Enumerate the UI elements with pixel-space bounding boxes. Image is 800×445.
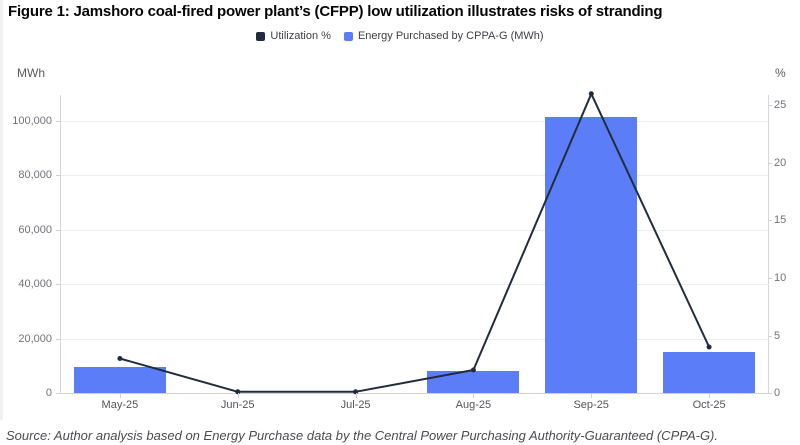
left-axis-tick bbox=[56, 338, 60, 340]
left-axis-tick-label: 20,000 bbox=[18, 332, 52, 345]
legend-item: Energy Purchased by CPPA-G (MWh) bbox=[343, 30, 544, 42]
bar-may-25 bbox=[73, 367, 166, 393]
x-axis-label-aug-25: Aug-25 bbox=[455, 399, 492, 411]
legend-item-label: Utilization % bbox=[270, 30, 331, 42]
legend-swatch-icon bbox=[256, 31, 266, 41]
x-axis-label-sep-25: Sep-25 bbox=[573, 399, 609, 411]
legend-swatch-icon bbox=[343, 31, 353, 41]
left-axis-tick-label: 100,000 bbox=[12, 114, 52, 127]
right-axis-tick bbox=[768, 105, 772, 107]
right-axis-unit-label: % bbox=[775, 66, 786, 80]
line-point-marker bbox=[117, 356, 123, 361]
chart-legend: Utilization % Energy Purchased by CPPA-G … bbox=[0, 30, 800, 42]
left-axis-tick bbox=[56, 284, 60, 286]
x-axis-tick bbox=[473, 393, 475, 398]
right-axis-tick-label: 20 bbox=[774, 156, 787, 169]
plot-area bbox=[60, 91, 769, 395]
bar-aug-25 bbox=[427, 371, 520, 393]
right-axis-tick-label: 5 bbox=[774, 329, 781, 342]
gridline bbox=[61, 175, 768, 177]
line-point-marker bbox=[353, 389, 359, 395]
left-axis-tick bbox=[56, 229, 60, 231]
left-axis-tick-label: 80,000 bbox=[18, 169, 52, 182]
right-axis-tick bbox=[768, 393, 772, 394]
x-axis-tick bbox=[119, 393, 121, 398]
x-axis-tick bbox=[237, 393, 239, 398]
gridline bbox=[61, 229, 768, 231]
x-axis-tick bbox=[591, 393, 593, 398]
x-axis-label-jun-25: Jun-25 bbox=[220, 399, 255, 411]
line-point-marker bbox=[235, 389, 241, 395]
right-axis-tick bbox=[768, 277, 772, 279]
left-axis-tick bbox=[56, 120, 60, 122]
line-point-marker bbox=[706, 344, 712, 350]
right-axis-tick-label: 15 bbox=[774, 214, 787, 227]
right-axis-tick bbox=[768, 335, 772, 337]
gridline bbox=[61, 284, 768, 286]
figure-title: Figure 1: Jamshoro coal-fired power plan… bbox=[8, 3, 663, 20]
line-point-marker bbox=[470, 367, 476, 373]
left-axis-tick-label: 0 bbox=[45, 387, 52, 399]
left-axis-tick bbox=[56, 175, 60, 177]
line-point-marker bbox=[588, 91, 594, 97]
left-axis-tick-label: 60,000 bbox=[18, 223, 52, 236]
page-left-edge bbox=[0, 0, 3, 420]
right-axis-tick-label: 0 bbox=[774, 387, 781, 399]
left-axis-unit-label: MWh bbox=[17, 66, 45, 80]
gridline bbox=[61, 120, 768, 122]
x-axis-label-jul-25: Jul-25 bbox=[340, 399, 371, 411]
x-axis-tick bbox=[355, 393, 357, 398]
left-axis-tick-label: 40,000 bbox=[18, 278, 52, 291]
right-axis-tick-label: 10 bbox=[774, 271, 787, 284]
legend-item: Utilization % bbox=[256, 30, 331, 42]
utilization-line-chart bbox=[117, 91, 712, 395]
bar-sep-25 bbox=[545, 116, 638, 393]
right-axis-tick bbox=[768, 162, 772, 164]
source-note: Source: Author analysis based on Energy … bbox=[6, 428, 718, 443]
utilization-line bbox=[119, 92, 711, 393]
right-axis-tick bbox=[768, 220, 772, 222]
bar-oct-25 bbox=[663, 352, 756, 393]
x-axis-label-oct-25: Oct-25 bbox=[692, 399, 726, 411]
gridline bbox=[61, 338, 768, 340]
x-axis-tick bbox=[709, 393, 711, 398]
x-axis-label-may-25: May-25 bbox=[101, 399, 139, 411]
right-axis-tick-label: 25 bbox=[774, 99, 787, 112]
legend-item-label: Energy Purchased by CPPA-G (MWh) bbox=[357, 30, 544, 42]
left-axis-tick bbox=[56, 393, 60, 394]
